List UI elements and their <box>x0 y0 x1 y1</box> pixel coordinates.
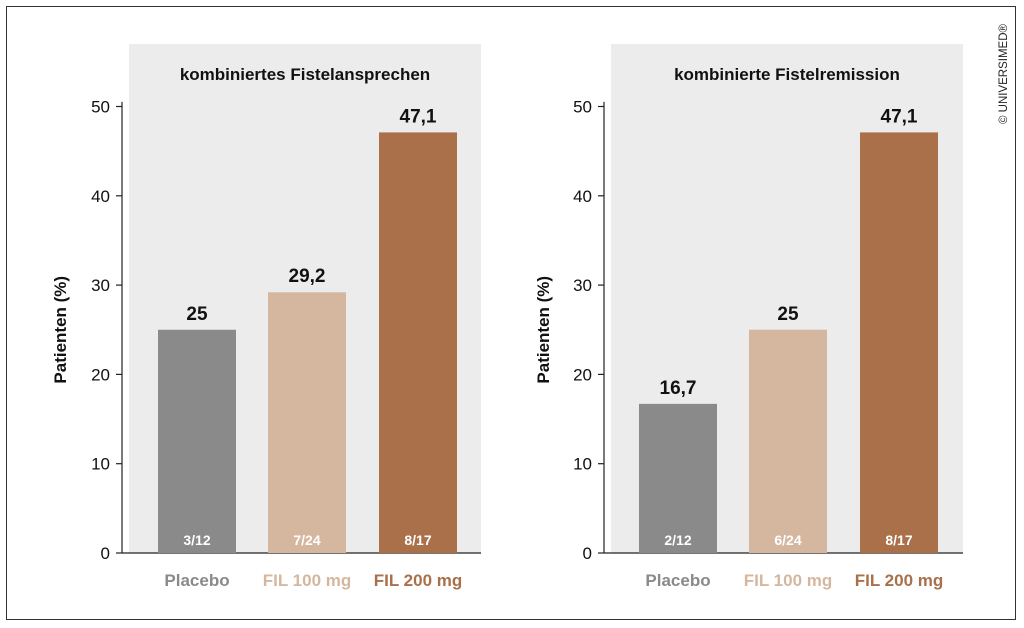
y-tick-label: 30 <box>573 276 592 295</box>
x-category-label: FIL 200 mg <box>374 571 463 590</box>
bar-count-label: 3/12 <box>183 532 210 548</box>
y-axis-title: Patienten (%) <box>534 276 553 384</box>
x-category-label: FIL 100 mg <box>744 571 833 590</box>
bar <box>158 329 236 553</box>
y-tick-label: 40 <box>573 187 592 206</box>
bar <box>268 292 346 553</box>
chart-title: kombinierte Fistelremission <box>674 65 900 84</box>
bar-value-label: 16,7 <box>660 378 697 399</box>
x-category-label: FIL 100 mg <box>263 571 352 590</box>
copyright-text: © UNIVERSIMED® <box>998 23 1010 125</box>
bar-count-label: 6/24 <box>774 532 801 548</box>
y-tick-label: 20 <box>91 365 110 384</box>
bar-value-label: 25 <box>777 304 799 325</box>
y-tick-label: 0 <box>583 544 592 563</box>
y-tick-label: 10 <box>91 455 110 474</box>
y-tick-label: 50 <box>573 98 592 117</box>
bar-value-label: 25 <box>186 304 208 325</box>
y-tick-label: 10 <box>573 455 592 474</box>
chart-panel-2: kombinierte Fistelremission 0 10 20 30 40 50 Pa… <box>534 44 963 590</box>
y-tick-label: 30 <box>91 276 110 295</box>
bar-value-label: 29,2 <box>289 266 326 287</box>
y-tick-label: 20 <box>573 365 592 384</box>
bar-count-label: 8/17 <box>885 532 912 548</box>
y-tick-label: 0 <box>101 544 110 563</box>
x-category-label: Placebo <box>645 571 710 590</box>
bar <box>860 132 938 553</box>
chart-panel-1: kombiniertes Fistelansprechen 0 10 20 30 40 50… <box>51 44 481 590</box>
copyright-notice: © UNIVERSIMED® <box>992 14 1016 134</box>
bar-value-label: 47,1 <box>400 106 437 127</box>
x-category-label: FIL 200 mg <box>855 571 944 590</box>
bar-count-label: 8/17 <box>404 532 431 548</box>
y-tick-label: 50 <box>91 98 110 117</box>
bar <box>749 329 827 553</box>
y-tick-label: 40 <box>91 187 110 206</box>
y-axis-title: Patienten (%) <box>51 276 70 384</box>
bar <box>379 132 457 553</box>
x-category-label: Placebo <box>164 571 229 590</box>
bar-count-label: 7/24 <box>293 532 320 548</box>
bar <box>639 403 717 553</box>
bar-count-label: 2/12 <box>664 532 691 548</box>
chart-title: kombiniertes Fistelansprechen <box>180 65 430 84</box>
bar-value-label: 47,1 <box>881 106 918 127</box>
